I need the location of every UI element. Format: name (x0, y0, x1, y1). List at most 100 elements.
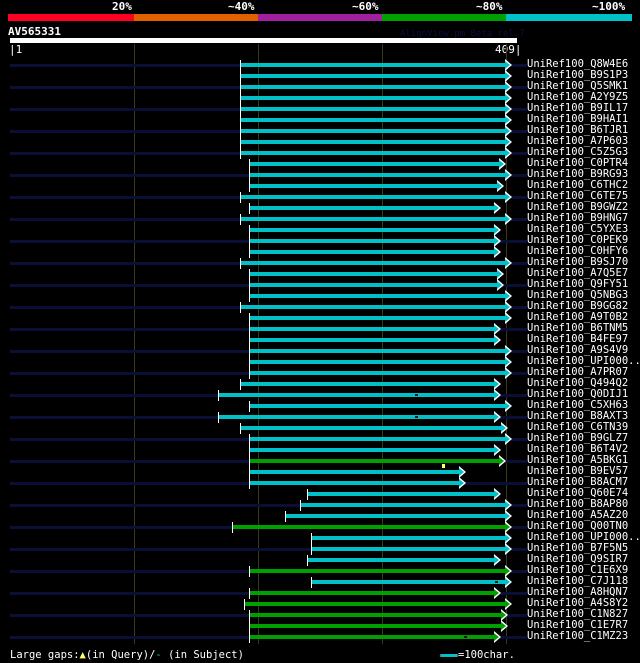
alignment-bar[interactable] (248, 437, 506, 441)
hit-label[interactable]: UniRef100_C5YXE3 (527, 223, 629, 235)
alignment-bar[interactable] (248, 338, 495, 342)
hit-label[interactable]: UniRef100_B9GLZ7 (527, 432, 629, 444)
hit-label[interactable]: UniRef100_B9S1P3 (527, 69, 629, 81)
hit-label[interactable]: UniRef100_UPI000.. (527, 531, 640, 543)
alignment-bar[interactable] (248, 470, 460, 474)
alignment-bar[interactable] (248, 272, 499, 276)
hit-label[interactable]: UniRef100_Q494Q2 (527, 377, 629, 389)
alignment-bar[interactable] (306, 492, 495, 496)
alignment-bar[interactable] (248, 283, 499, 287)
hit-label[interactable]: UniRef100_Q5NBG3 (527, 289, 629, 301)
hit-label[interactable]: UniRef100_B6TJR1 (527, 124, 629, 136)
alignment-bar[interactable] (239, 118, 506, 122)
alignment-bar[interactable] (248, 624, 503, 628)
alignment-bar[interactable] (310, 580, 506, 584)
hit-label[interactable]: UniRef100_C1E7R7 (527, 619, 629, 631)
alignment-bar[interactable] (248, 228, 495, 232)
hit-label[interactable]: UniRef100_A4S8Y2 (527, 597, 629, 609)
alignment-bar[interactable] (284, 514, 506, 518)
hit-label[interactable]: UniRef100_A5BKG1 (527, 454, 629, 466)
alignment-bar[interactable] (248, 327, 495, 331)
hit-label[interactable]: UniRef100_A5AZ20 (527, 509, 629, 521)
alignment-bar[interactable] (299, 503, 506, 507)
alignment-bar[interactable] (248, 239, 495, 243)
alignment-bar[interactable] (248, 173, 506, 177)
hit-label[interactable]: UniRef100_B9EV57 (527, 465, 629, 477)
alignment-bar[interactable] (310, 536, 506, 540)
alignment-bar[interactable] (232, 525, 506, 529)
hit-label[interactable]: UniRef100_Q8W4E6 (527, 58, 629, 70)
hit-label[interactable]: UniRef100_Q9SIR7 (527, 553, 629, 565)
alignment-bar[interactable] (248, 162, 500, 166)
alignment-bar[interactable] (310, 547, 506, 551)
alignment-bar[interactable] (239, 151, 506, 155)
alignment-bar[interactable] (248, 613, 503, 617)
hit-label[interactable]: UniRef100_B6TNM5 (527, 322, 629, 334)
alignment-bar[interactable] (217, 393, 495, 397)
hit-label[interactable]: UniRef100_B6T4V2 (527, 443, 629, 455)
alignment-bar[interactable] (248, 349, 506, 353)
hit-label[interactable]: UniRef100_B9RG93 (527, 168, 629, 180)
hit-label[interactable]: UniRef100_UPI000.. (527, 355, 640, 367)
alignment-bar[interactable] (239, 426, 503, 430)
alignment-bar[interactable] (248, 635, 495, 639)
hit-label[interactable]: UniRef100_C7J118 (527, 575, 629, 587)
hit-label[interactable]: UniRef100_Q0DIJ1 (527, 388, 629, 400)
alignment-bar[interactable] (239, 129, 506, 133)
hit-label[interactable]: UniRef100_Q00TN0 (527, 520, 629, 532)
hit-label[interactable]: UniRef100_C0PTR4 (527, 157, 629, 169)
alignment-bar[interactable] (239, 74, 506, 78)
hit-label[interactable]: UniRef100_A8HQN7 (527, 586, 629, 598)
hit-label[interactable]: UniRef100_B9GWZ2 (527, 201, 629, 213)
hit-label[interactable]: UniRef100_Q60E74 (527, 487, 629, 499)
alignment-bar[interactable] (248, 591, 495, 595)
alignment-bar[interactable] (243, 602, 506, 606)
hit-label[interactable]: UniRef100_A9T0B2 (527, 311, 629, 323)
hit-label[interactable]: UniRef100_B4FE97 (527, 333, 629, 345)
hit-label[interactable]: UniRef100_C0HFY6 (527, 245, 629, 257)
alignment-bar[interactable] (239, 261, 506, 265)
alignment-bar[interactable] (239, 140, 506, 144)
hit-label[interactable]: UniRef100_A9S4V9 (527, 344, 629, 356)
alignment-bar[interactable] (239, 96, 506, 100)
hit-label[interactable]: UniRef100_B9GG82 (527, 300, 629, 312)
hit-label[interactable]: UniRef100_B9IL17 (527, 102, 629, 114)
alignment-bar[interactable] (248, 459, 500, 463)
hit-label[interactable]: UniRef100_A7Q5E7 (527, 267, 629, 279)
alignment-bar[interactable] (248, 206, 495, 210)
alignment-bar[interactable] (239, 63, 506, 67)
hit-label[interactable]: UniRef100_B9HNG7 (527, 212, 629, 224)
hit-label[interactable]: UniRef100_Q9FY51 (527, 278, 629, 290)
hit-label[interactable]: UniRef100_B9SJ70 (527, 256, 629, 268)
hit-label[interactable]: UniRef100_C6TE75 (527, 190, 629, 202)
hit-label[interactable]: UniRef100_C0PEK9 (527, 234, 629, 246)
alignment-bar[interactable] (217, 415, 495, 419)
hit-label[interactable]: UniRef100_Q5SMK1 (527, 80, 629, 92)
hit-label[interactable]: UniRef100_C1E6X9 (527, 564, 629, 576)
alignment-bar[interactable] (239, 305, 506, 309)
alignment-bar[interactable] (239, 382, 495, 386)
alignment-bar[interactable] (248, 250, 495, 254)
alignment-bar[interactable] (239, 85, 506, 89)
hit-label[interactable]: UniRef100_C1N827 (527, 608, 629, 620)
alignment-bar[interactable] (248, 448, 495, 452)
alignment-bar[interactable] (306, 558, 495, 562)
hit-label[interactable]: UniRef100_A7PR07 (527, 366, 629, 378)
alignment-bar[interactable] (248, 294, 506, 298)
hit-label[interactable]: UniRef100_B9HAI1 (527, 113, 629, 125)
hit-label[interactable]: UniRef100_B8AP80 (527, 498, 629, 510)
alignment-bar[interactable] (248, 360, 506, 364)
alignment-bar[interactable] (248, 569, 506, 573)
alignment-bar[interactable] (239, 107, 506, 111)
alignment-bar[interactable] (248, 371, 506, 375)
hit-label[interactable]: UniRef100_B7F5N5 (527, 542, 629, 554)
alignment-bar[interactable] (239, 195, 506, 199)
hit-label[interactable]: UniRef100_C6THC2 (527, 179, 629, 191)
hit-label[interactable]: UniRef100_C5XH63 (527, 399, 629, 411)
alignment-bar[interactable] (239, 217, 506, 221)
hit-label[interactable]: UniRef100_C6TN39 (527, 421, 629, 433)
hit-label[interactable]: UniRef100_C5Z5G3 (527, 146, 629, 158)
alignment-bar[interactable] (248, 404, 506, 408)
hit-label[interactable]: UniRef100_C1MZ23 (527, 630, 629, 642)
alignment-bar[interactable] (248, 184, 499, 188)
